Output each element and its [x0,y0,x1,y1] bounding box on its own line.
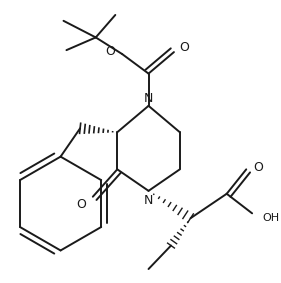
Text: O: O [105,45,115,58]
Text: O: O [253,161,263,174]
Text: N: N [144,194,153,207]
Text: O: O [179,41,189,54]
Text: O: O [76,198,86,211]
Text: OH: OH [262,213,279,223]
Text: N: N [144,91,153,104]
